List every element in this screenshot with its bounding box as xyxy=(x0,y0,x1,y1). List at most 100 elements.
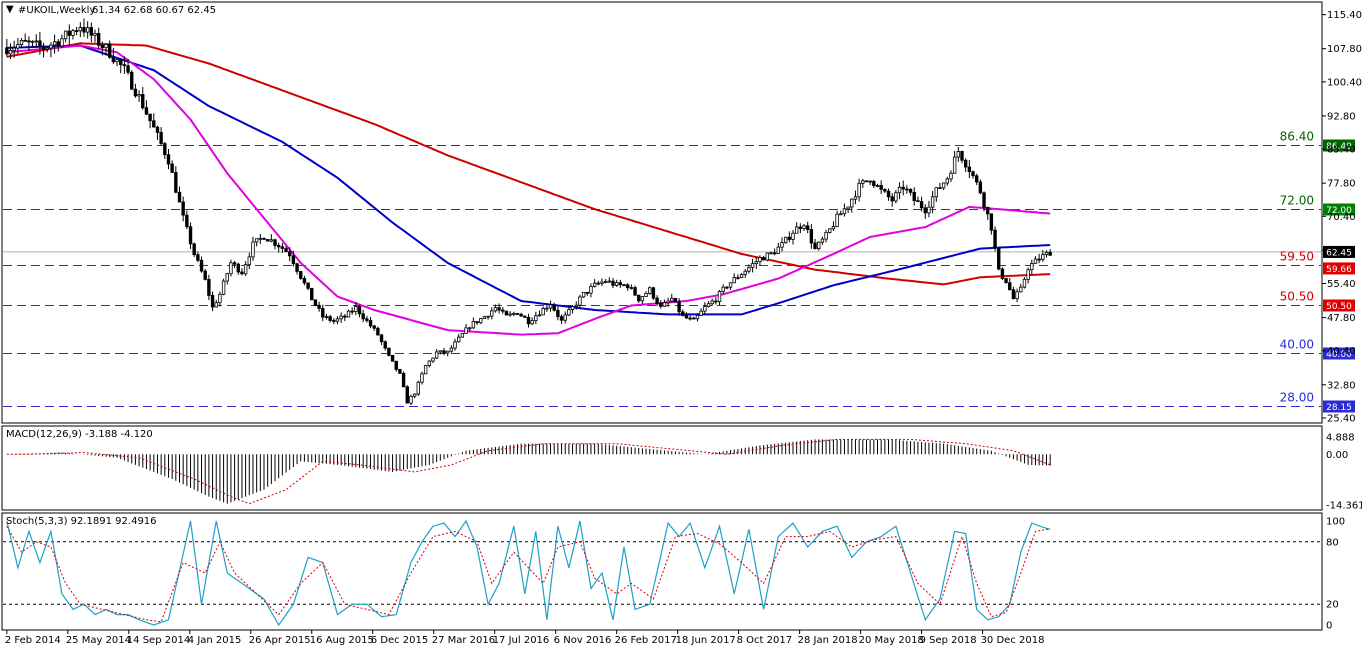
candle-body xyxy=(997,247,1001,270)
time-tick-label: 27 Mar 2016 xyxy=(432,635,495,646)
candle-body xyxy=(901,186,905,190)
candle-body xyxy=(405,386,409,404)
candle-body xyxy=(335,318,340,322)
candle-body xyxy=(155,126,160,133)
candle-body xyxy=(85,27,90,33)
time-tick-label: 16 Aug 2015 xyxy=(310,635,374,646)
candle-body xyxy=(930,196,935,208)
candle-body xyxy=(251,241,255,258)
macd-tick-label: 0.00 xyxy=(1326,450,1348,461)
candle-body xyxy=(978,181,983,194)
candle-body xyxy=(420,373,424,383)
candle-body xyxy=(787,236,792,240)
price-tick-label: 70.40 xyxy=(1327,212,1356,223)
candle-body xyxy=(313,299,318,306)
candle-body xyxy=(398,368,402,374)
candle-body xyxy=(754,261,758,264)
candle-body xyxy=(993,229,997,249)
candle-body xyxy=(747,266,751,272)
candle-body xyxy=(545,307,549,310)
candle-body xyxy=(817,241,821,250)
candle-body xyxy=(772,252,777,255)
candle-body xyxy=(188,226,193,245)
price-tick-label: 92.80 xyxy=(1327,111,1356,122)
candle-body xyxy=(1019,286,1023,293)
collapse-arrow-icon[interactable]: ▼ xyxy=(6,4,14,15)
candle-body xyxy=(49,44,53,49)
candle-body xyxy=(137,94,141,97)
candle-body xyxy=(982,192,986,208)
candle-body xyxy=(758,257,762,263)
candle-body xyxy=(629,287,634,289)
candle-body xyxy=(317,304,321,309)
candle-body xyxy=(265,239,270,242)
candle-body xyxy=(1044,251,1049,256)
candle-body xyxy=(677,301,681,313)
candle-body xyxy=(5,47,9,55)
candle-body xyxy=(872,181,876,186)
level-label: 50.50 xyxy=(1280,290,1314,304)
candle-body xyxy=(905,188,909,191)
candle-body xyxy=(236,263,240,273)
candle-body xyxy=(225,273,229,282)
candle-body xyxy=(67,30,71,36)
horizontal-levels[interactable]: 86.40 86.40 72.00 72.00 59.50 50.50 50.50 40.00… xyxy=(3,130,1355,414)
candle-body xyxy=(875,185,880,187)
candle-body xyxy=(861,180,865,184)
candle-body xyxy=(471,321,476,329)
time-tick-label: 4 Jan 2015 xyxy=(188,635,242,646)
candle-body xyxy=(670,297,674,302)
candle-body xyxy=(445,350,450,354)
candle-body xyxy=(243,264,248,275)
candle-body xyxy=(302,278,307,284)
time-tick-label: 26 Feb 2017 xyxy=(615,635,677,646)
macd-label: MACD(12,26,9) -3.188 -4.120 xyxy=(6,429,153,440)
candle-body xyxy=(839,213,843,216)
candle-body xyxy=(8,50,13,55)
candle-body xyxy=(938,187,942,190)
candle-body xyxy=(464,327,468,334)
candle-body xyxy=(199,259,204,272)
candle-body xyxy=(853,196,858,200)
candle-body xyxy=(159,131,163,144)
candle-body xyxy=(181,201,185,216)
candle-body xyxy=(526,317,531,325)
candle-body xyxy=(607,280,612,283)
candle-body xyxy=(490,310,494,317)
time-tick-label: 18 Jun 2017 xyxy=(676,635,736,646)
level-label: 40.00 xyxy=(1280,338,1314,352)
candle-body xyxy=(288,251,292,257)
candle-body xyxy=(460,333,465,338)
candle-body xyxy=(523,315,527,318)
candle-body xyxy=(986,206,990,215)
candle-body xyxy=(41,45,46,50)
candle-body xyxy=(122,64,127,67)
candle-body xyxy=(152,120,156,128)
candle-body xyxy=(662,302,667,307)
candle-body xyxy=(93,33,97,36)
candle-body xyxy=(794,226,799,234)
candle-body xyxy=(321,307,325,318)
candle-body xyxy=(273,239,277,246)
candle-body xyxy=(30,40,35,43)
ohlc-values: 61.34 62.68 60.67 62.45 xyxy=(92,5,216,16)
candle-body xyxy=(952,156,957,174)
candle-body xyxy=(618,282,623,286)
candle-body xyxy=(163,143,167,156)
candle-body xyxy=(63,30,68,40)
candle-body xyxy=(119,59,123,66)
candle-body xyxy=(218,293,222,304)
candle-body xyxy=(442,350,446,354)
candle-body xyxy=(350,310,354,313)
level-tag xyxy=(1323,203,1355,216)
candle-body xyxy=(934,187,938,198)
candle-body xyxy=(699,310,703,316)
candle-body xyxy=(258,237,263,240)
candle-body xyxy=(126,65,130,73)
candle-body xyxy=(949,172,953,180)
candle-body xyxy=(530,320,534,325)
candle-body xyxy=(956,151,961,158)
